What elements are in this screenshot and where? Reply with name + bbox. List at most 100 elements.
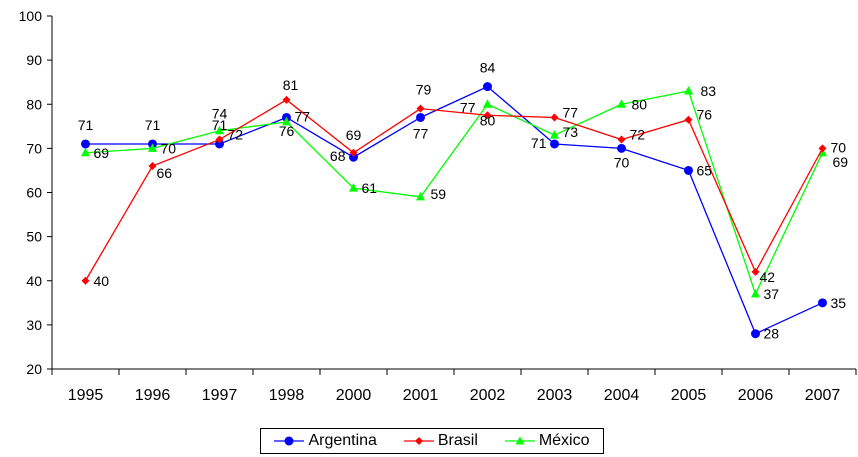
x-tick-label: 2002 bbox=[470, 387, 506, 404]
point-mxico bbox=[416, 191, 425, 201]
point-brasil bbox=[215, 135, 224, 144]
data-label: 84 bbox=[480, 60, 496, 76]
legend-key-brasil bbox=[403, 437, 434, 445]
legend-item-argentina: Argentina bbox=[274, 432, 377, 450]
point-brasil bbox=[818, 144, 827, 153]
data-label: 28 bbox=[764, 326, 780, 342]
data-label: 80 bbox=[632, 96, 648, 112]
series-line-mxico bbox=[85, 90, 824, 296]
legend-label-brasil: Brasil bbox=[437, 432, 478, 449]
point-argentina bbox=[617, 143, 626, 153]
data-label: 79 bbox=[416, 82, 432, 98]
data-label: 42 bbox=[760, 269, 776, 285]
point-mxico bbox=[81, 147, 90, 157]
point-mxico bbox=[349, 183, 358, 192]
point-argentina bbox=[416, 112, 425, 122]
data-label: 76 bbox=[697, 107, 713, 123]
data-label: 71 bbox=[145, 117, 161, 133]
data-label: 37 bbox=[764, 286, 780, 302]
legend-label-mexico: México bbox=[538, 432, 590, 449]
x-tick-label: 1995 bbox=[68, 387, 104, 404]
data-label: 69 bbox=[94, 145, 110, 161]
data-label: 77 bbox=[295, 108, 311, 124]
data-labels: 71 71 71 77 68 77 84 71 70 65 28 35 40 66 72 81 69 79 77 77… bbox=[78, 60, 849, 342]
point-argentina bbox=[684, 165, 693, 175]
axes bbox=[51, 16, 856, 370]
data-label: 76 bbox=[279, 123, 295, 139]
data-label: 59 bbox=[431, 186, 447, 202]
point-brasil bbox=[282, 95, 291, 104]
point-mxico bbox=[550, 130, 559, 139]
point-mxico bbox=[684, 86, 693, 95]
legend-item-brasil: Brasil bbox=[403, 432, 478, 450]
point-argentina bbox=[215, 139, 224, 149]
y-tick-label: 90 bbox=[26, 52, 42, 68]
data-label: 74 bbox=[212, 106, 228, 122]
point-argentina bbox=[751, 329, 760, 339]
data-label: 73 bbox=[563, 124, 579, 140]
x-tick-label: 2003 bbox=[537, 387, 573, 404]
x-tick-label: 2006 bbox=[738, 387, 774, 404]
data-label: 70 bbox=[831, 139, 847, 155]
data-label: 77 bbox=[563, 104, 579, 120]
data-label: 81 bbox=[283, 77, 299, 93]
series-line-argentina bbox=[85, 85, 823, 335]
x-axis-ticks: 1995 1996 1997 1998 2000 2001 2002 2003 2004 2005… bbox=[51, 369, 857, 404]
legend-key-argentina bbox=[274, 436, 305, 446]
point-brasil bbox=[416, 104, 425, 113]
data-label: 68 bbox=[330, 148, 346, 164]
point-mxico bbox=[215, 125, 224, 135]
data-label: 77 bbox=[460, 99, 476, 115]
point-brasil bbox=[684, 115, 693, 124]
point-brasil bbox=[751, 267, 760, 276]
point-argentina bbox=[81, 139, 90, 149]
point-brasil bbox=[550, 113, 559, 122]
point-brasil bbox=[617, 135, 626, 144]
point-argentina bbox=[483, 82, 492, 92]
y-tick-label: 20 bbox=[26, 361, 42, 377]
x-tick-label: 2004 bbox=[604, 387, 640, 404]
point-mxico bbox=[751, 288, 760, 298]
data-label: 71 bbox=[78, 117, 94, 133]
x-tick-label: 2000 bbox=[336, 387, 372, 404]
data-label: 72 bbox=[228, 127, 244, 143]
legend: Argentina Brasil México bbox=[260, 428, 604, 454]
x-tick-label: 1998 bbox=[269, 387, 305, 404]
y-tick-label: 100 bbox=[19, 8, 43, 24]
data-label: 71 bbox=[212, 117, 228, 133]
point-mxico bbox=[148, 143, 157, 152]
x-tick-label: 2007 bbox=[805, 387, 841, 404]
point-brasil bbox=[349, 148, 358, 157]
data-label: 66 bbox=[157, 165, 173, 181]
x-tick-label: 1997 bbox=[202, 387, 238, 404]
data-label: 71 bbox=[531, 135, 547, 151]
series-group bbox=[81, 82, 827, 339]
point-argentina bbox=[550, 139, 559, 149]
point-mxico bbox=[483, 99, 492, 108]
data-label: 77 bbox=[413, 125, 429, 141]
y-axis-ticks: 20 30 40 50 60 70 80 90 100 bbox=[19, 8, 52, 377]
y-tick-label: 30 bbox=[26, 317, 42, 333]
legend-item-mexico: México bbox=[504, 432, 590, 450]
point-argentina bbox=[349, 152, 358, 162]
data-label: 35 bbox=[831, 295, 847, 311]
data-label: 69 bbox=[346, 127, 362, 143]
point-argentina bbox=[818, 298, 827, 308]
point-brasil bbox=[148, 162, 157, 171]
x-tick-label: 1996 bbox=[135, 387, 171, 404]
data-label: 40 bbox=[94, 273, 110, 289]
y-tick-label: 70 bbox=[26, 140, 42, 156]
x-tick-label: 2005 bbox=[671, 387, 707, 404]
data-label: 70 bbox=[614, 154, 630, 170]
point-mxico bbox=[282, 116, 291, 126]
data-label: 83 bbox=[701, 83, 717, 99]
legend-key-mexico bbox=[504, 436, 535, 445]
series-line-brasil bbox=[84, 99, 824, 282]
data-label: 80 bbox=[480, 112, 496, 128]
data-label: 61 bbox=[362, 180, 378, 196]
x-tick-label: 2001 bbox=[403, 387, 439, 404]
point-brasil bbox=[81, 276, 90, 285]
data-label: 65 bbox=[697, 162, 713, 178]
data-label: 72 bbox=[630, 127, 646, 143]
